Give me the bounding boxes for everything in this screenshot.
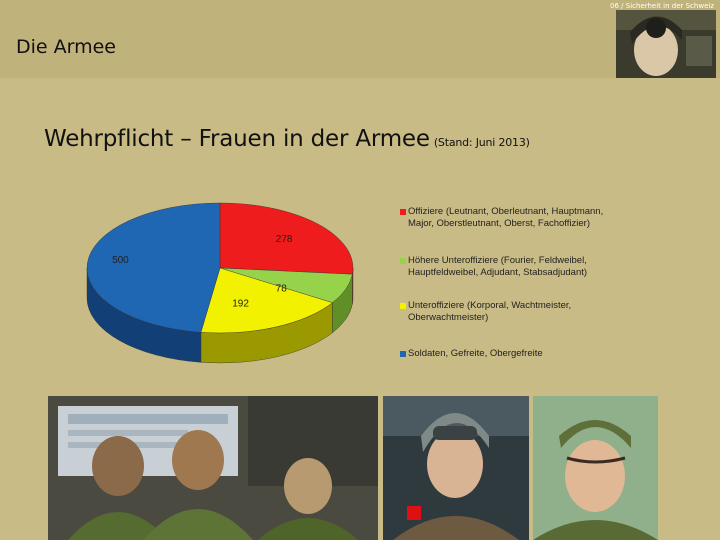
header-text: 06 / Sicherheit in der Schweiz <box>610 2 714 10</box>
photo-classroom <box>48 396 378 540</box>
data-label-3: 500 <box>112 255 129 266</box>
helmet-thumbnail <box>616 10 716 78</box>
data-label-2: 192 <box>232 298 249 309</box>
pie-chart: 278 78 192 500 <box>86 202 354 364</box>
legend-label-soldaten: Soldaten, Gefreite, Obergefreite <box>408 348 543 359</box>
legend-swatch-hoehere-unteroffiziere <box>400 258 406 264</box>
legend-swatch-soldaten <box>400 351 406 357</box>
legend-item-offiziere: Offiziere (Leutnant, Oberleutnant, Haupt… <box>400 206 622 230</box>
legend-item-hoehere-unteroffiziere: Höhere Unteroffiziere (Fourier, Feldweib… <box>400 255 622 279</box>
legend-swatch-unteroffiziere <box>400 303 406 309</box>
top-bar <box>0 0 720 78</box>
pie-slice-3 <box>86 202 221 333</box>
legend-item-soldaten: Soldaten, Gefreite, Obergefreite <box>400 348 622 360</box>
legend-label-unteroffiziere: Unteroffiziere (Korporal, Wachtmeister, … <box>408 300 572 323</box>
legend-label-offiziere: Offiziere (Leutnant, Oberleutnant, Haupt… <box>408 206 604 229</box>
photo-pilot <box>383 396 529 540</box>
section-title: Die Armee <box>16 36 117 58</box>
pie-slice-2 <box>200 267 333 334</box>
legend-item-unteroffiziere: Unteroffiziere (Korporal, Wachtmeister, … <box>400 300 622 324</box>
data-label-1: 78 <box>276 284 288 295</box>
stand-date: (Stand: Juni 2013) <box>433 136 530 149</box>
legend-label-hoehere-unteroffiziere: Höhere Unteroffiziere (Fourier, Feldweib… <box>408 255 588 278</box>
legend-swatch-offiziere <box>400 209 406 215</box>
data-label-0: 278 <box>276 234 293 245</box>
pie-slice-0 <box>219 202 354 275</box>
main-title-text: Wehrpflicht – Frauen in der Armee <box>44 126 430 152</box>
main-title: Wehrpflicht – Frauen in der Armee (Stand:… <box>44 126 530 152</box>
photo-soldier <box>533 396 658 540</box>
